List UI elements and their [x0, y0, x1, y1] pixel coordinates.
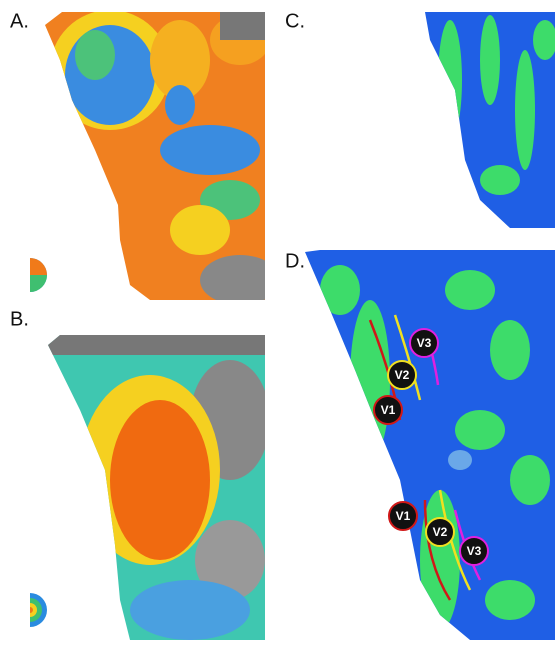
panel-label: B. [10, 308, 29, 330]
region-label: V1 [396, 509, 411, 523]
region-label: V1 [381, 403, 396, 417]
legend-b [30, 593, 47, 627]
region-label: V2 [433, 525, 448, 539]
panel-label: C. [285, 10, 305, 32]
panel-label: A. [10, 10, 29, 32]
panel-label: D. [285, 250, 305, 272]
map-b [40, 330, 270, 645]
region-label: V3 [467, 544, 482, 558]
region-label: V3 [417, 336, 432, 350]
map-c [420, 10, 555, 230]
map-a [40, 10, 280, 305]
region-label: V2 [395, 368, 410, 382]
map-d [300, 245, 555, 645]
figure: A. B. C. D. V3 V2 V1 V1 V2 V3 [0, 0, 555, 647]
legend-a [30, 258, 47, 292]
